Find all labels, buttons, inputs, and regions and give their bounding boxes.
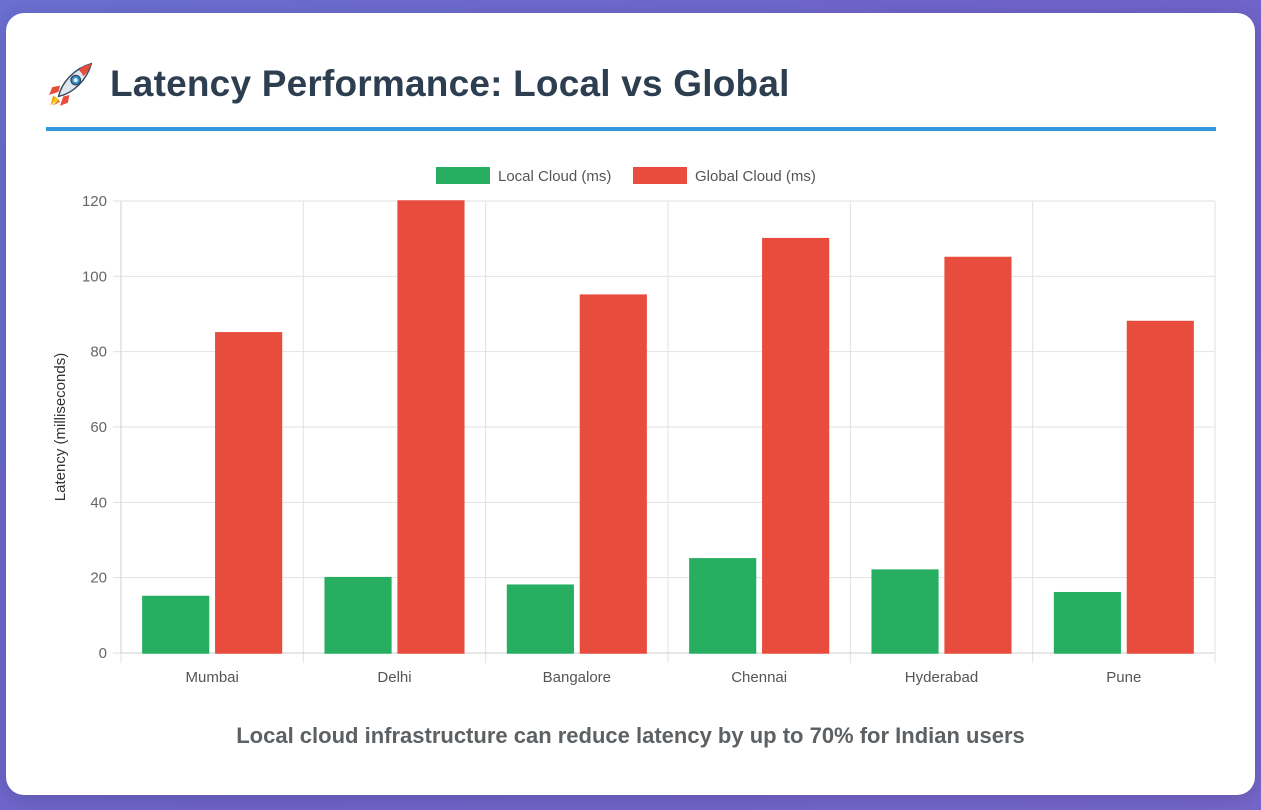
x-tick-label: Mumbai xyxy=(185,669,238,686)
y-tick-label: 120 xyxy=(82,193,107,210)
page-header: Latency Performance: Local vs Global xyxy=(46,57,790,111)
rocket-icon xyxy=(49,62,93,106)
legend-swatch-global xyxy=(633,167,687,184)
x-tick-label: Bangalore xyxy=(543,669,611,686)
legend-label: Global Cloud (ms) xyxy=(695,168,816,185)
bar-chart: 0 20 40 60 80 100 120 Mumbai Delhi Bangalore Chenn… xyxy=(6,13,1255,795)
y-tick-label: 60 xyxy=(90,419,107,436)
bar-global xyxy=(215,332,283,654)
bar-global xyxy=(579,294,647,654)
title-divider xyxy=(46,127,1216,131)
y-tick-label: 40 xyxy=(90,494,107,511)
bar-global xyxy=(397,200,465,654)
bar-local xyxy=(1053,591,1121,654)
chart-svg: 0 20 40 60 80 100 120 Mumbai Delhi Bangalore Chenn… xyxy=(52,167,1216,686)
chart-footnote: Local cloud infrastructure can reduce la… xyxy=(236,723,1025,748)
bar-local xyxy=(506,584,574,654)
bar-local xyxy=(689,558,757,654)
y-tick-label: 80 xyxy=(90,344,107,361)
y-tick-label: 100 xyxy=(82,268,107,285)
y-axis-label: Latency (milliseconds) xyxy=(52,353,69,501)
bar-local xyxy=(142,595,210,654)
bar-global xyxy=(1126,320,1194,654)
y-tick-label: 20 xyxy=(90,570,107,587)
bar-local xyxy=(871,569,939,654)
bar-global xyxy=(762,237,830,654)
page-title: Latency Performance: Local vs Global xyxy=(110,63,790,104)
x-tick-label: Chennai xyxy=(731,669,787,686)
chart-card: Latency Performance: Local vs Global 0 20… xyxy=(6,13,1255,795)
x-tick-label: Hyderabad xyxy=(905,669,978,686)
x-tick-label: Delhi xyxy=(377,669,411,686)
x-tick-label: Pune xyxy=(1106,669,1141,686)
legend-swatch-local xyxy=(436,167,490,184)
bar-global xyxy=(944,256,1012,654)
legend-label: Local Cloud (ms) xyxy=(498,168,611,185)
y-tick-label: 0 xyxy=(99,645,107,662)
bar-local xyxy=(324,576,392,654)
